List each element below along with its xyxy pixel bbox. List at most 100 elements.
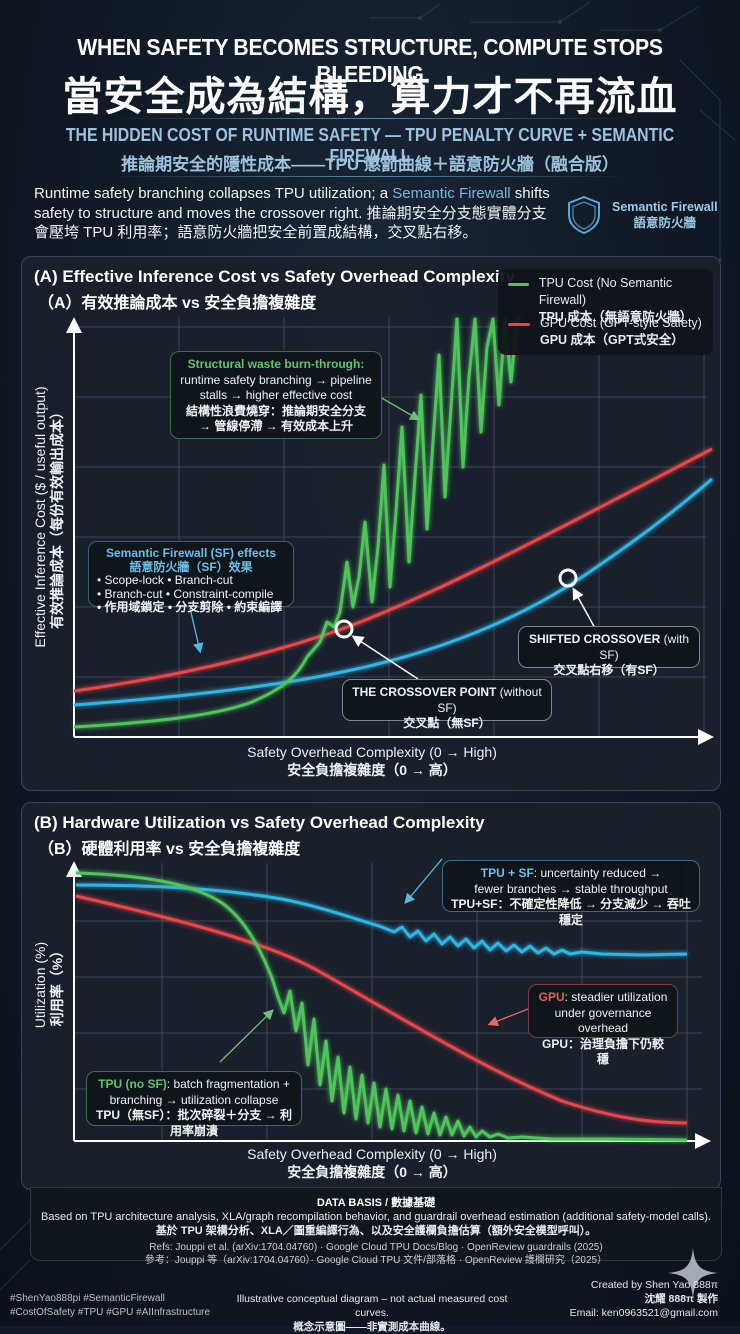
panel-b-title-en: (B) Hardware Utilization vs Safety Overh… xyxy=(34,813,485,832)
panel-b-title-zh: （B）硬體利用率 vs 安全負擔複雜度 xyxy=(38,841,301,858)
shifted-bold: SHIFTED CROSSOVER xyxy=(528,632,661,646)
tpu-note-arrow xyxy=(219,1009,274,1063)
legend-swatch-red xyxy=(508,323,530,326)
sf-title-zh: 語意防火牆（SF）效果 xyxy=(129,559,253,574)
data-basis-box: DATA BASIS / 數據基礎 Based on TPU architect… xyxy=(30,1187,722,1266)
x-label-en: Safety Overhead Complexity (0 → High) xyxy=(247,744,497,760)
panel-b-y-label: Utilization (%) 利用率（%） xyxy=(32,915,66,1055)
tpu-note-l1: : batch fragmentation + xyxy=(166,1077,290,1091)
sf-line1: • Scope-lock • Branch-cut xyxy=(97,573,233,587)
disclaimer: Illustrative conceptual diagram – not ac… xyxy=(222,1292,522,1334)
hashtags-line2: #CostOfSafety #TPU #GPU #AIInfrastructur… xyxy=(10,1307,211,1318)
credit-email: Email: ken0963521@gmail.com xyxy=(569,1307,718,1319)
crossover-marker xyxy=(334,619,354,639)
sf-note-title: TPU + SF xyxy=(480,866,534,880)
disclaimer-en: Illustrative conceptual diagram – not ac… xyxy=(236,1293,508,1319)
sf-note-l2: fewer branches → stable throughput xyxy=(474,881,668,896)
crossover-zh: 交叉點（無SF） xyxy=(403,716,491,730)
burn-zh1: 結構性浪費燒穿：推論期安全分支 xyxy=(185,403,366,418)
intro-highlight: Semantic Firewall xyxy=(392,185,511,202)
sf-effects-arrow xyxy=(189,607,204,654)
semantic-firewall-badge: Semantic Firewall 語意防火牆 xyxy=(566,195,718,235)
burn-line1: runtime safety branching → pipeline xyxy=(180,372,372,387)
sf-note-l1: : uncertainty reduced → xyxy=(533,866,662,880)
crossover-label: THE CROSSOVER POINT (without SF) 交叉點（無SF… xyxy=(342,679,552,730)
panel-a-x-label: Safety Overhead Complexity (0 → High) 安全… xyxy=(202,743,542,779)
credit-line1: Created by Shen Yao 888π xyxy=(590,1279,718,1291)
divider xyxy=(110,176,630,177)
sf-zh: • 作用域鎖定 • 分支剪除 • 約束編譯 xyxy=(97,600,283,614)
gpu-annotation: GPU: steadier utilization under governan… xyxy=(528,984,678,1066)
shifted-crossover-arrow xyxy=(572,587,597,631)
tpu-sf-utilization-line xyxy=(75,883,688,957)
credit: Created by Shen Yao 888π 沈耀 888π 製作 Emai… xyxy=(570,1278,718,1320)
burn-title: Structural waste burn-through: xyxy=(187,357,365,371)
shifted-rest: (with SF) xyxy=(599,632,690,662)
panel-a-title-zh: （A）有效推論成本 vs 安全負擔複雜度 xyxy=(38,295,317,312)
tpu-note-title: TPU (no SF) xyxy=(98,1077,167,1091)
data-basis-zh: 基於 TPU 架構分析、XLA／圖重編譯行為、以及安全護欄負擔估算（額外安全模型… xyxy=(155,1225,597,1237)
refs-en: Refs: Jouppi et al. (arXiv:1704.04760) ·… xyxy=(149,1242,603,1253)
panel-b-utilization-chart: (B) Hardware Utilization vs Safety Overh… xyxy=(21,802,721,1190)
y-label-en: Utilization (%) xyxy=(32,941,48,1029)
badge-label-zh: 語意防火牆 xyxy=(633,216,697,230)
shifted-crossover-label: SHIFTED CROSSOVER (with SF) 交叉點右移（有SF） xyxy=(518,626,700,677)
tpu-utilization-line xyxy=(75,871,688,1142)
refs-zh: 參考：Jouppi 等（arXiv:1704.04760）· Google Cl… xyxy=(144,1255,608,1266)
panel-b-x-label: Safety Overhead Complexity (0 → High) 安全… xyxy=(202,1145,542,1181)
divider xyxy=(110,118,630,119)
tpu-cost-line xyxy=(73,315,521,729)
gpu-note-l1: : steadier utilization xyxy=(564,990,668,1004)
subtitle-en: THE HIDDEN COST OF RUNTIME SAFETY — TPU … xyxy=(65,125,675,166)
panel-a-legend: TPU Cost (No Semantic Firewall) TPU 成本（無語… xyxy=(498,269,713,355)
sf-note-arrow xyxy=(404,858,443,904)
tpu-no-sf-annotation: TPU (no SF): batch fragmentation + branc… xyxy=(86,1071,302,1138)
burn-line2: stalls → higher effective cost xyxy=(199,388,353,402)
data-basis-heading: DATA BASIS / 數據基礎 xyxy=(316,1197,436,1209)
sf-title: Semantic Firewall (SF) effects xyxy=(105,546,277,560)
tpu-note-l2: branching → utilization collapse xyxy=(109,1092,279,1107)
crossover-rest: (without SF) xyxy=(437,685,542,715)
crossover-bold: THE CROSSOVER POINT xyxy=(352,685,497,699)
hashtags-line1: #ShenYao888pi #SemanticFirewall xyxy=(10,1293,165,1304)
tpu-sf-annotation: TPU + SF: uncertainty reduced → fewer br… xyxy=(442,860,700,927)
data-basis-en: Based on TPU architecture analysis, XLA/… xyxy=(41,1211,711,1223)
legend-gpu-en: GPU Cost (GPT-style Safety) xyxy=(540,316,702,330)
burn-through-annotation: Structural waste burn-through: runtime s… xyxy=(170,351,382,439)
panel-a-title: (A) Effective Inference Cost vs Safety O… xyxy=(34,267,515,313)
legend-tpu-en: TPU Cost (No Semantic Firewall) xyxy=(538,276,673,307)
credit-line2: 沈耀 888π 製作 xyxy=(644,1293,718,1305)
gpu-note-l2: under governance overhead xyxy=(554,1005,652,1036)
burn-zh2: → 管線停滯 → 有效成本上升 xyxy=(198,419,353,433)
gpu-note-arrow xyxy=(487,1008,529,1026)
legend-gpu-zh: GPU 成本（GPT式安全） xyxy=(540,333,684,347)
gpu-utilization-line xyxy=(75,894,688,1125)
subtitle-zh: 推論期安全的隱性成本——TPU 懲罰曲線＋語意防火牆（融合版） xyxy=(121,155,619,174)
y-label-en: Effective Inference Cost ($ / useful out… xyxy=(32,386,48,648)
legend-tpu-zh: TPU 成本（無語意防火牆） xyxy=(538,310,693,324)
intro-part2: shifts safety to structure and moves the… xyxy=(34,185,550,241)
shifted-zh: 交叉點右移（有SF） xyxy=(553,663,665,677)
legend-item-gpu: GPU Cost (GPT-style Safety) GPU 成本（GPT式安全… xyxy=(508,315,702,349)
intro-text: Runtime safety branching collapses TPU u… xyxy=(34,184,554,243)
intro-part1: Runtime safety branching collapses TPU u… xyxy=(34,185,393,202)
badge-label-en: Semantic Firewall xyxy=(612,200,718,214)
legend-swatch-green xyxy=(508,283,529,286)
main-title-zh: 當安全成為結構，算力才不再流血 xyxy=(62,75,678,119)
x-label-zh: 安全負擔複雜度（0 → 高） xyxy=(287,1164,457,1180)
shield-icon xyxy=(568,195,600,235)
sf-effects-annotation: Semantic Firewall (SF) effects 語意防火牆（SF）… xyxy=(88,541,294,614)
y-label-zh: 利用率（%） xyxy=(49,943,65,1027)
shifted-crossover-marker xyxy=(558,568,578,588)
legend-item-tpu: TPU Cost (No Semantic Firewall) TPU 成本（無語… xyxy=(508,275,713,326)
x-label-zh: 安全負擔複雜度（0 → 高） xyxy=(287,762,457,778)
panel-a-title-en: (A) Effective Inference Cost vs Safety O… xyxy=(34,267,515,286)
gpu-note-title: GPU xyxy=(538,990,565,1004)
burn-arrow xyxy=(379,396,421,421)
hashtags: #ShenYao888pi #SemanticFirewall #CostOfS… xyxy=(10,1292,210,1320)
main-title-en: WHEN SAFETY BECOMES STRUCTURE, COMPUTE S… xyxy=(77,34,663,87)
tpu-note-zh: TPU（無SF）：批次碎裂＋分支 → 利用率崩潰 xyxy=(95,1108,292,1138)
sf-note-zh: TPU+SF：不確定性降低 → 分支減少 → 吞吐穩定 xyxy=(451,897,691,927)
panel-a-y-label: Effective Inference Cost ($ / useful out… xyxy=(32,357,66,677)
x-label-en: Safety Overhead Complexity (0 → High) xyxy=(247,1146,497,1162)
